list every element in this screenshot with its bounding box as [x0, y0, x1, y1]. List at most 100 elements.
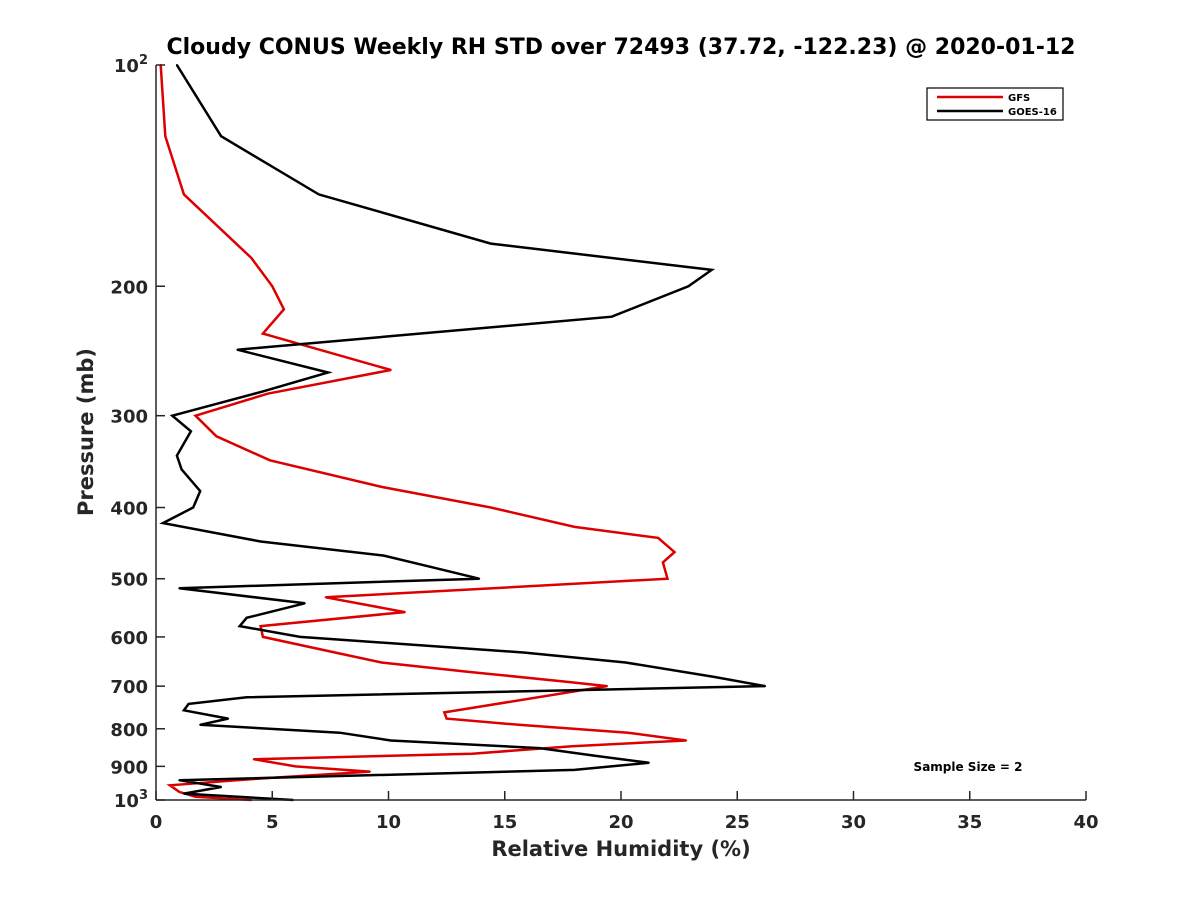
- data-point-goes-16-35: [338, 731, 341, 734]
- data-point-gfs-26: [564, 680, 567, 683]
- data-point-goes-16-12: [175, 454, 178, 457]
- data-point-goes-16-25: [299, 635, 302, 638]
- legend-box: [926, 87, 1064, 121]
- plot-area: [159, 64, 767, 802]
- data-point-gfs-16: [673, 551, 676, 554]
- data-point-goes-16-6: [610, 315, 613, 318]
- y-tick-label: 103: [114, 788, 148, 812]
- x-tick-label: 15: [492, 812, 517, 833]
- data-point-gfs-34: [471, 752, 474, 755]
- data-point-goes-16-4: [710, 268, 713, 271]
- data-point-goes-16-16: [162, 522, 164, 525]
- data-point-gfs-28: [443, 711, 446, 714]
- y-tick-label: 800: [110, 720, 148, 741]
- data-point-goes-16-19: [424, 564, 427, 567]
- x-axis-ticks: 0 5 10 15 20 25 30 35 40: [150, 791, 1099, 833]
- data-point-gfs-22: [261, 635, 264, 638]
- data-point-gfs-1: [164, 135, 167, 138]
- data-point-gfs-23: [334, 651, 336, 654]
- data-point-goes-16-14: [199, 490, 202, 493]
- sample-size-annotation: Sample Size = 2: [914, 760, 1023, 774]
- data-point-goes-16-40: [573, 768, 576, 771]
- data-point-gfs-18: [666, 577, 669, 580]
- data-point-goes-16-18: [382, 554, 385, 557]
- data-point-gfs-35: [252, 758, 255, 761]
- data-point-goes-16-11: [189, 430, 192, 433]
- data-point-goes-16-33: [227, 717, 230, 720]
- legend: GFS GOES-16: [926, 87, 1064, 121]
- data-point-gfs-2: [182, 193, 185, 196]
- x-axis-label: Relative Humidity (%): [491, 837, 750, 861]
- legend-label-goes-16: GOES-16: [1008, 107, 1057, 118]
- data-point-goes-16-37: [538, 747, 541, 750]
- data-point-goes-16-28: [713, 675, 715, 678]
- x-tick-label: 40: [1073, 812, 1098, 833]
- data-point-gfs-39: [168, 784, 171, 787]
- data-point-goes-16-7: [236, 348, 239, 351]
- data-point-goes-16-36: [389, 739, 392, 742]
- legend-label-gfs: GFS: [1008, 93, 1030, 104]
- data-point-goes-16-3: [489, 242, 492, 245]
- data-point-gfs-12: [380, 485, 383, 488]
- data-point-gfs-29: [445, 717, 448, 720]
- data-point-goes-16-10: [171, 414, 174, 417]
- data-point-gfs-15: [657, 536, 660, 539]
- data-point-gfs-37: [368, 770, 371, 773]
- x-tick-label: 0: [150, 812, 163, 833]
- data-point-gfs-41: [194, 795, 197, 798]
- data-point-gfs-6: [261, 332, 264, 335]
- data-point-gfs-7: [389, 369, 392, 371]
- data-point-goes-16-34: [199, 723, 202, 726]
- data-point-gfs-11: [268, 459, 271, 462]
- data-point-gfs-8: [266, 392, 269, 395]
- data-point-goes-16-29: [764, 685, 767, 688]
- data-point-goes-16-9: [261, 390, 264, 393]
- data-point-goes-16-5: [687, 285, 690, 288]
- data-point-goes-16-26: [522, 651, 525, 654]
- data-point-goes-16-21: [178, 587, 181, 590]
- data-point-gfs-3: [250, 256, 253, 259]
- y-tick-label: 500: [110, 570, 148, 591]
- data-point-gfs-40: [178, 790, 181, 793]
- data-point-gfs-25: [471, 671, 474, 674]
- data-point-gfs-20: [403, 611, 406, 614]
- data-point-goes-16-1: [220, 135, 223, 138]
- data-point-goes-16-42: [220, 786, 223, 788]
- data-point-gfs-10: [215, 435, 218, 438]
- data-point-gfs-33: [571, 745, 574, 748]
- data-point-goes-16-32: [182, 709, 185, 712]
- data-point-gfs-32: [685, 739, 688, 742]
- data-point-gfs-36: [294, 765, 297, 768]
- data-point-gfs-31: [627, 731, 629, 734]
- data-point-goes-16-41: [178, 779, 181, 782]
- x-tick-label: 20: [608, 812, 633, 833]
- y-tick-label: 102: [114, 53, 148, 77]
- data-point-gfs-13: [489, 506, 492, 509]
- y-tick-label: 400: [110, 499, 148, 520]
- data-point-goes-16-15: [192, 506, 195, 509]
- data-point-goes-16-24: [238, 625, 241, 628]
- y-axis-label: Pressure (mb): [74, 348, 98, 516]
- data-point-goes-16-20: [478, 577, 481, 580]
- data-point-gfs-19: [324, 596, 327, 599]
- data-point-gfs-5: [282, 308, 285, 311]
- x-tick-label: 5: [266, 812, 279, 833]
- data-point-goes-16-27: [624, 661, 627, 664]
- data-point-gfs-24: [380, 661, 383, 664]
- data-point-goes-16-22: [303, 602, 306, 605]
- data-point-gfs-9: [194, 414, 197, 417]
- x-tick-label: 35: [957, 812, 982, 833]
- data-point-goes-16-31: [187, 702, 190, 705]
- y-tick-label: 600: [110, 628, 148, 649]
- data-point-gfs-14: [573, 525, 576, 528]
- data-point-goes-16-43: [182, 792, 185, 795]
- y-tick-label: 700: [110, 677, 148, 698]
- y-tick-label: 200: [110, 277, 148, 298]
- data-point-goes-16-2: [317, 193, 320, 196]
- data-point-goes-16-8: [327, 371, 330, 374]
- data-point-gfs-21: [259, 625, 262, 628]
- data-point-goes-16-30: [245, 696, 248, 699]
- data-point-gfs-30: [517, 723, 520, 726]
- series-line-goes-16: [159, 64, 766, 802]
- data-point-gfs-17: [661, 561, 664, 564]
